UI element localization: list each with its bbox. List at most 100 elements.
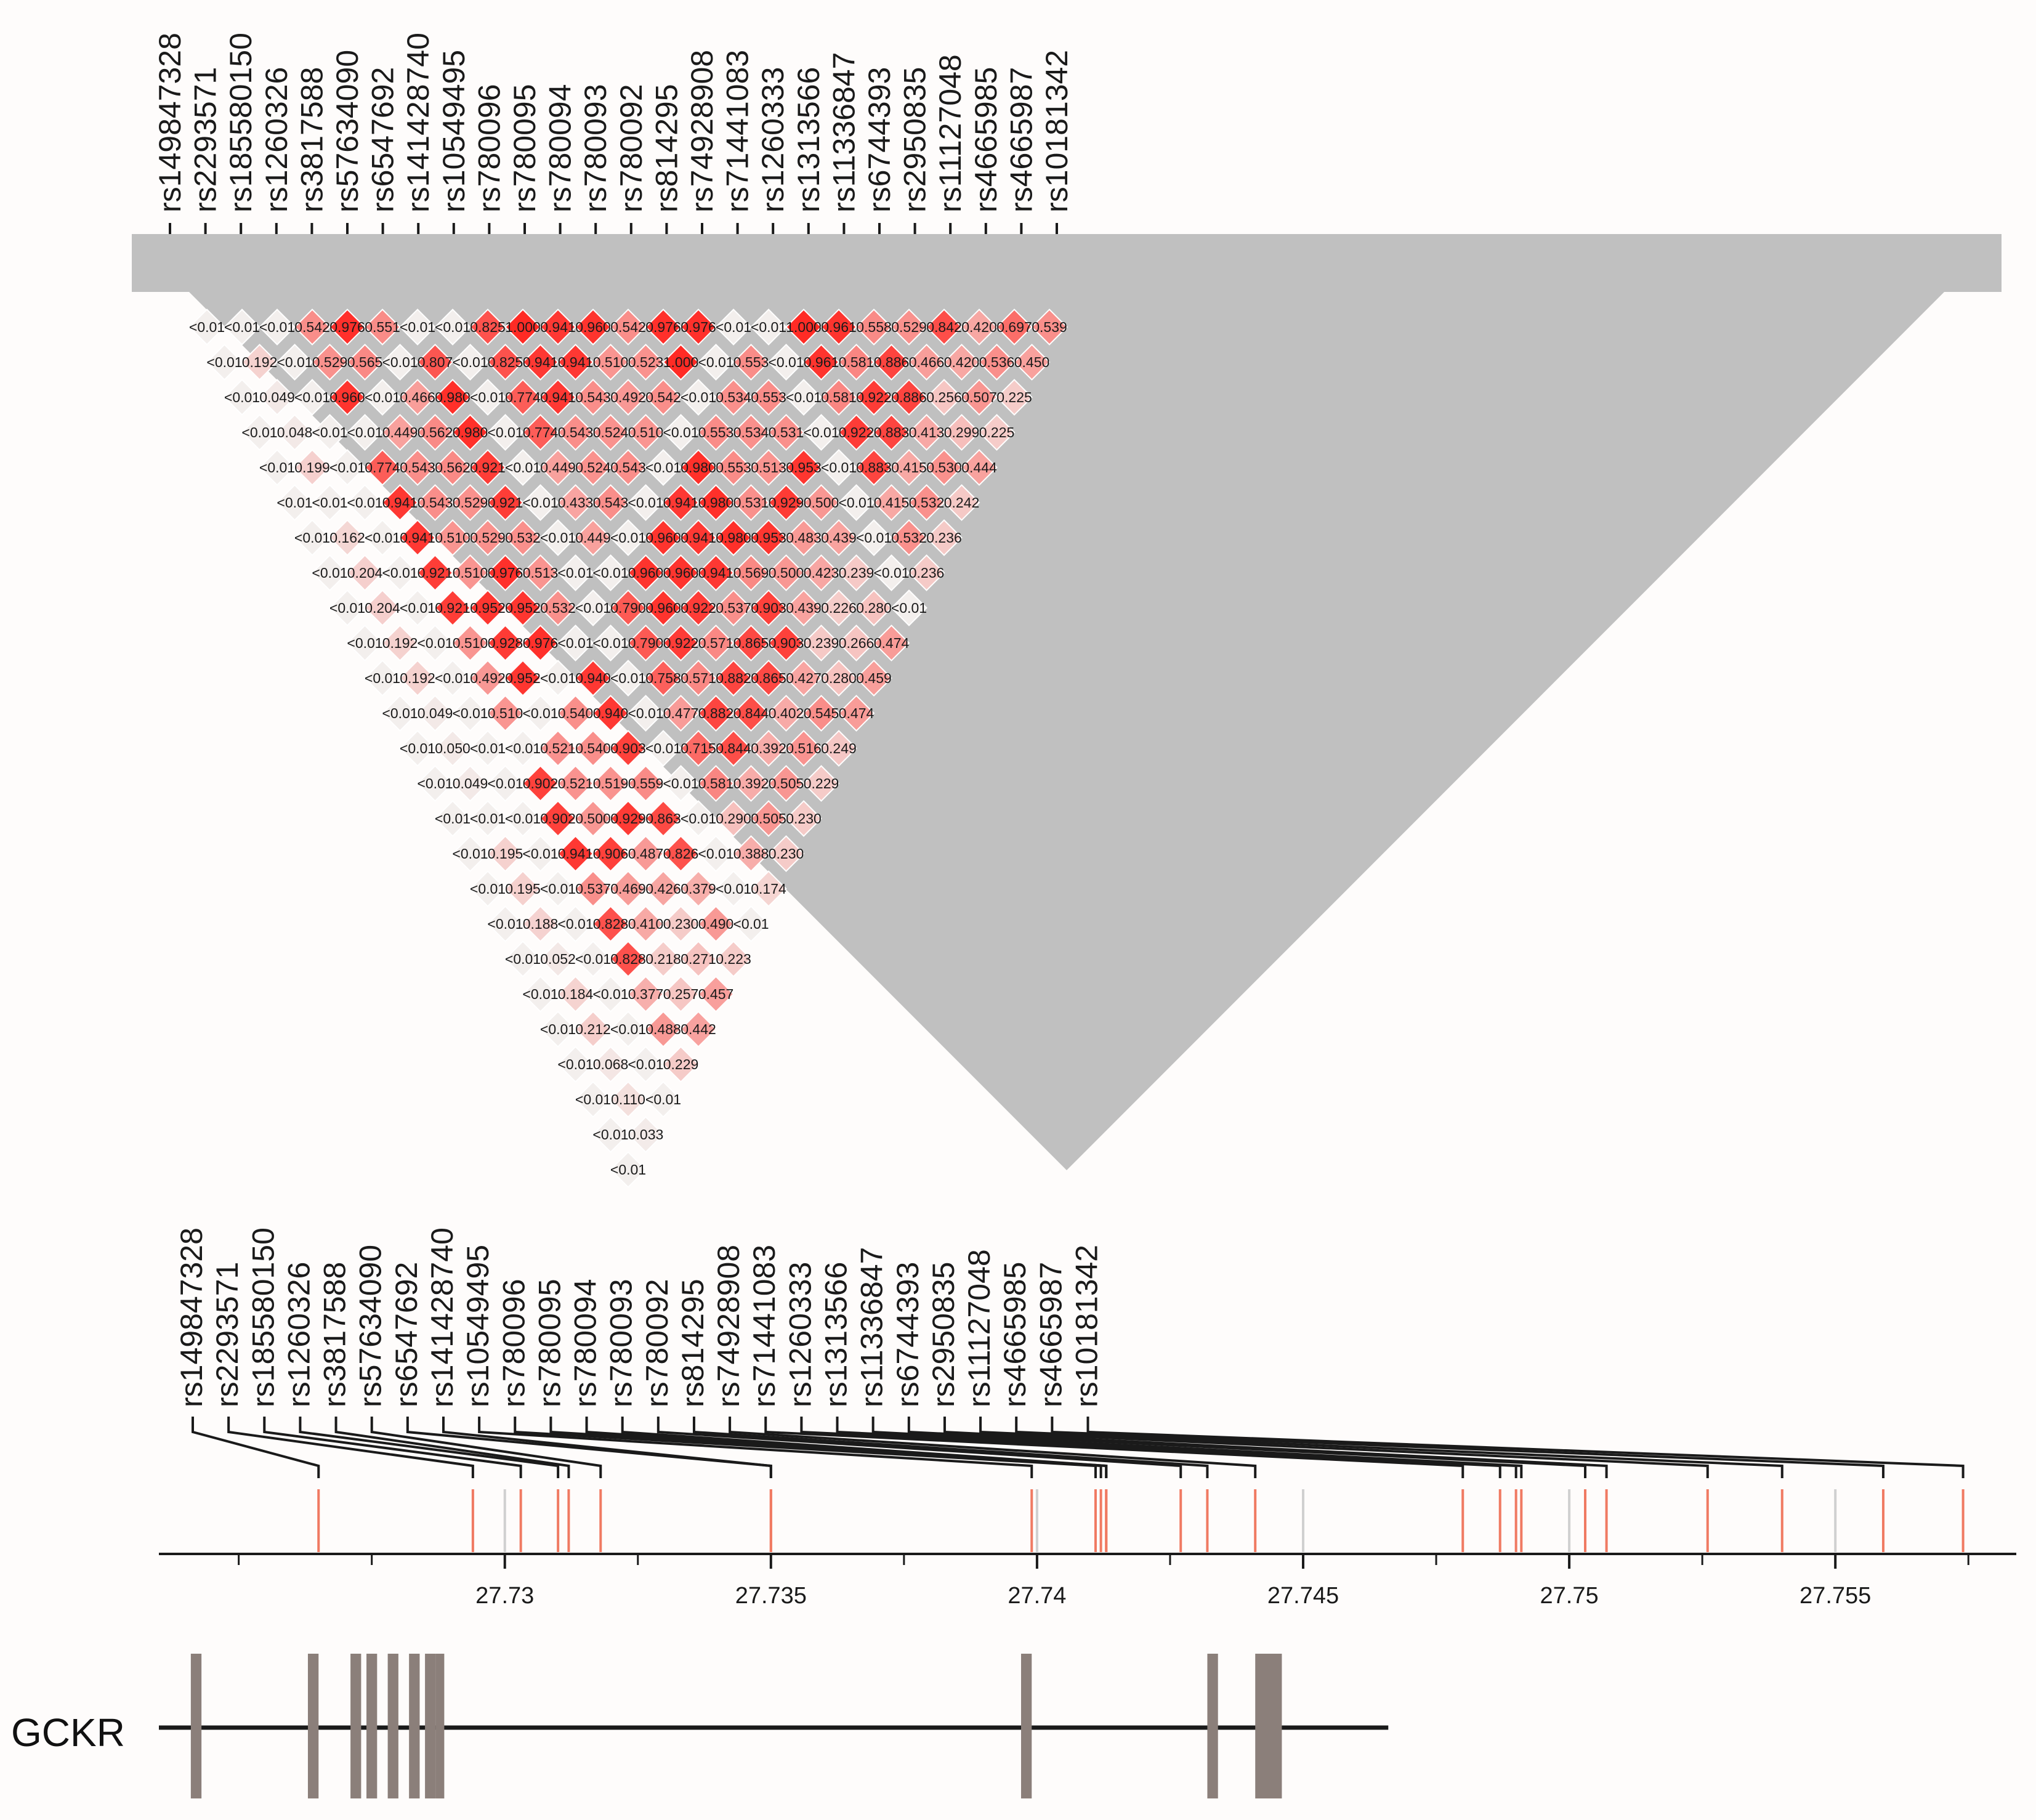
ld-cell-value: 0.534 <box>733 424 769 440</box>
ld-cell <box>662 484 700 521</box>
ld-cell <box>487 344 524 381</box>
ld-cell <box>610 730 647 767</box>
ld-cell <box>680 519 717 556</box>
ld-cell <box>592 905 629 942</box>
ld-cell <box>504 379 541 416</box>
ld-cell-value: 0.516 <box>786 740 822 756</box>
ld-cell <box>434 730 471 767</box>
ld-cell-value: 0.941 <box>558 354 594 370</box>
ld-cell <box>926 379 963 416</box>
ld-cell <box>750 730 787 767</box>
ld-cell <box>1013 344 1051 381</box>
bottom-snp-label: rs1260333 <box>783 1262 817 1407</box>
ld-cell-value: 0.543 <box>593 495 629 511</box>
ld-cell <box>364 449 401 486</box>
ld-cell-value: <0.01 <box>189 319 225 335</box>
ld-cell-value: <0.01 <box>628 1056 663 1072</box>
ld-cell-value: 0.466 <box>909 354 945 370</box>
ld-cell <box>487 625 524 661</box>
bottom-snp-label: rs4665985 <box>998 1262 1032 1407</box>
top-snp-label: rs814295 <box>649 84 684 213</box>
ld-cell <box>592 835 629 872</box>
ld-cell-value: <0.01 <box>259 459 295 475</box>
ld-cell-value: 0.976 <box>645 319 681 335</box>
ld-cell-value: <0.01 <box>505 459 541 475</box>
ld-cell-value: 0.562 <box>435 459 471 475</box>
ld-cell-value: 0.941 <box>400 530 435 546</box>
ld-cell <box>715 589 752 626</box>
gene-exon <box>1255 1654 1282 1798</box>
ld-cell <box>996 379 1033 416</box>
axis-tick-label: 27.735 <box>735 1583 807 1609</box>
ld-cell <box>557 1046 594 1083</box>
ld-cell <box>697 484 735 521</box>
ld-cell-value: <0.01 <box>540 881 576 897</box>
ld-cell <box>627 695 665 732</box>
ld-cell <box>381 625 419 661</box>
ld-cell <box>575 940 612 977</box>
ld-cell <box>399 519 436 556</box>
gene-name-label: GCKR <box>11 1710 125 1755</box>
top-snp-label: rs4665987 <box>1004 67 1038 212</box>
ld-cell-value: <0.01 <box>610 1021 646 1037</box>
ld-cell <box>294 519 331 556</box>
ld-cell <box>627 414 665 451</box>
ld-cell <box>259 309 296 346</box>
ld-cell-value: 0.569 <box>733 565 769 581</box>
ld-cell <box>855 660 892 697</box>
ld-cell-value: 0.960 <box>329 389 365 405</box>
ld-cell-value: 0.449 <box>575 530 611 546</box>
top-snp-label: rs780092 <box>614 84 648 213</box>
ld-cell-value: 0.882 <box>698 705 734 721</box>
ld-cell <box>346 625 384 661</box>
genomic-position-axis: 27.73 27.735 27.74 27.745 27.75 27.755 <box>159 1553 2016 1609</box>
bottom-snp-label: rs4665987 <box>1033 1262 1068 1407</box>
snp-connector <box>1051 1417 1885 1478</box>
ld-cell-value: <0.01 <box>347 635 382 651</box>
ld-cell <box>908 414 945 451</box>
ld-cell-value: 0.050 <box>435 740 471 756</box>
ld-cell-value: <0.01 <box>365 530 400 546</box>
ld-cell <box>504 589 541 626</box>
ld-cell <box>627 1116 665 1153</box>
top-snp-label: rs71441083 <box>721 50 755 212</box>
ld-cell <box>276 484 313 521</box>
ld-cell-value: <0.01 <box>487 916 523 932</box>
ld-cell-value: 0.961 <box>804 354 839 370</box>
ld-cell-value: 0.236 <box>909 565 945 581</box>
ld-cell-value: 0.192 <box>400 670 435 686</box>
gene-track <box>159 1654 1389 1798</box>
ld-cell <box>680 800 717 837</box>
ld-cell <box>732 414 770 451</box>
ld-cell <box>680 730 717 767</box>
bottom-snp-label: rs149847328 <box>174 1227 209 1407</box>
ld-cell-value: 0.204 <box>347 565 383 581</box>
ld-cell <box>838 695 875 732</box>
ld-cell <box>697 414 735 451</box>
ld-cell <box>767 414 805 451</box>
ld-cell-value: 0.565 <box>347 354 383 370</box>
bottom-snp-label: rs780094 <box>568 1279 603 1408</box>
ld-cell-value: <0.01 <box>592 635 628 651</box>
ld-cell-value: 0.540 <box>558 705 594 721</box>
ld-cell <box>539 730 576 767</box>
ld-cell-value: <0.01 <box>470 740 506 756</box>
ld-cell-value: 0.543 <box>575 389 611 405</box>
ld-cell <box>715 660 752 697</box>
gene-exon <box>409 1654 420 1798</box>
ld-cell-value: 0.174 <box>751 881 786 897</box>
ld-cell-value: 0.230 <box>769 846 804 862</box>
ld-cell <box>785 519 822 556</box>
ld-cell-value: 0.532 <box>891 530 927 546</box>
ld-cell-value: 0.459 <box>856 670 892 686</box>
ld-cell-value: <0.01 <box>856 530 892 546</box>
ld-cell <box>592 554 629 591</box>
ld-cell <box>487 695 524 732</box>
ld-cell-value: 0.280 <box>856 600 892 616</box>
ld-cell-value: 0.980 <box>716 530 751 546</box>
ld-cell <box>627 554 665 591</box>
ld-cell <box>522 835 559 872</box>
ld-cell-value: <0.01 <box>259 319 295 335</box>
ld-cell <box>557 905 594 942</box>
